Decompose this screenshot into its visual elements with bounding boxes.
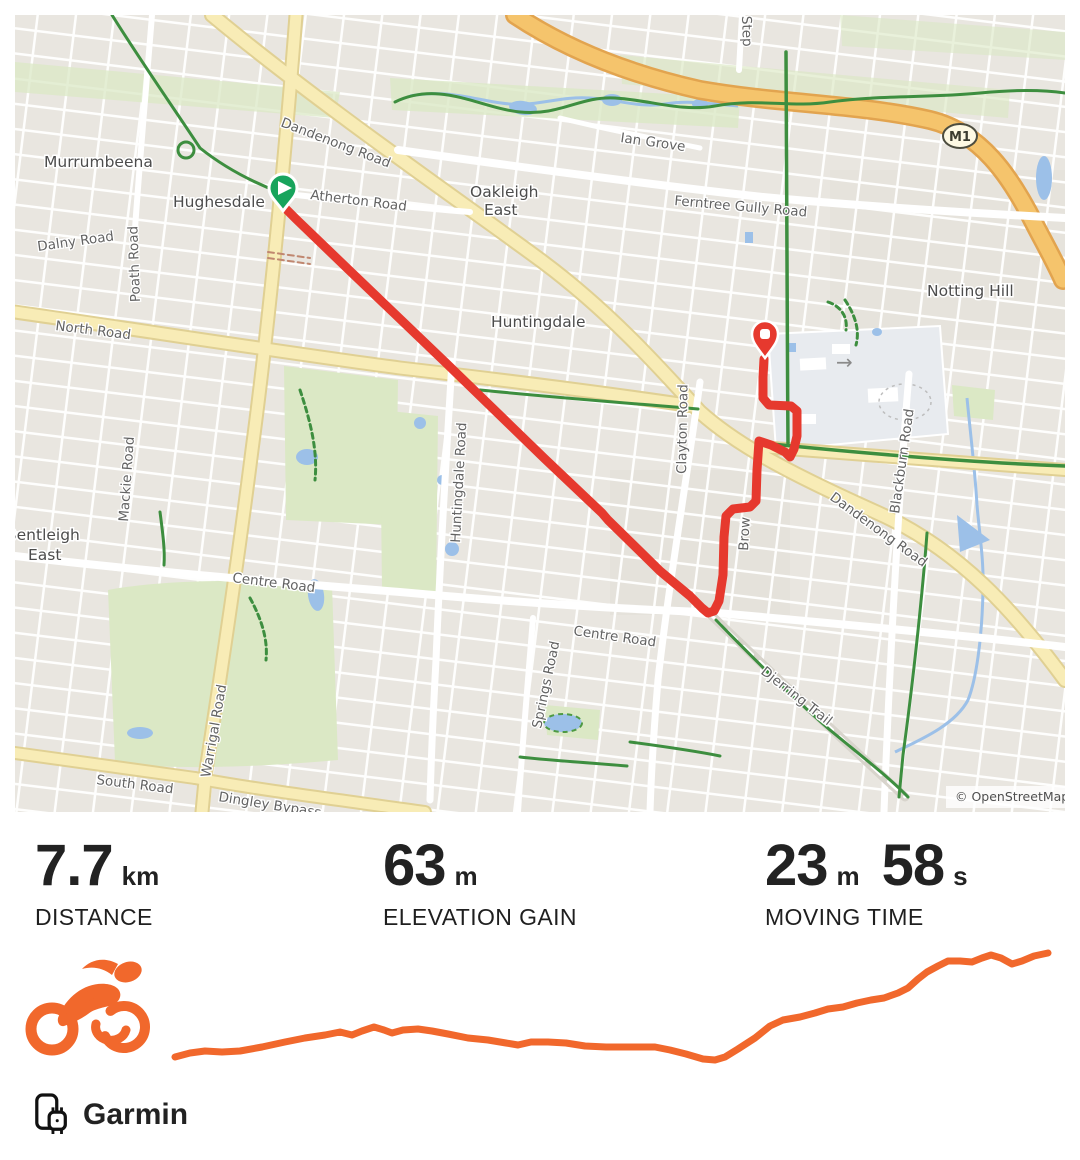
moving-time-minutes-unit: m xyxy=(836,861,860,891)
moving-time-minutes: 23 xyxy=(765,833,829,898)
stat-distance: 7.7 km DISTANCE xyxy=(35,833,160,931)
start-marker[interactable] xyxy=(267,172,299,214)
activity-strip xyxy=(25,949,1052,1064)
parks xyxy=(15,15,1065,768)
svg-text:© OpenStreetMap: © OpenStreetMap xyxy=(955,789,1065,804)
locality-label: Huntingdale xyxy=(491,313,586,331)
distance-value: 7.7 xyxy=(35,833,114,898)
elevation-value: 63 xyxy=(383,833,447,898)
mall-arrow-icon: → xyxy=(836,350,853,374)
distance-unit: km xyxy=(121,861,160,891)
locality-label: Notting Hill xyxy=(927,282,1014,300)
cyclist-icon xyxy=(25,959,150,1056)
map-canvas[interactable]: → xyxy=(5,5,1073,822)
road-label: Clayton Road xyxy=(674,384,692,474)
stat-elevation-gain: 63 m ELEVATION GAIN xyxy=(383,833,577,931)
locality-label: Bentleigh xyxy=(15,526,80,544)
stat-moving-time: 23 m 58 s MOVING TIME xyxy=(765,833,968,931)
source-label: Garmin xyxy=(83,1098,189,1131)
map-container: → xyxy=(5,5,1073,822)
elevation-label: ELEVATION GAIN xyxy=(383,903,577,930)
locality-label: Hughesdale xyxy=(173,193,265,211)
road-label: Brow xyxy=(736,517,754,552)
locality-label: East xyxy=(484,201,517,219)
moving-time-seconds-unit: s xyxy=(953,861,968,891)
locality-label: Murrumbeena xyxy=(44,153,153,171)
route-polyline xyxy=(279,202,802,618)
road-label: Step xyxy=(738,16,755,47)
elevation-unit: m xyxy=(454,861,478,891)
svg-text:M1: M1 xyxy=(949,130,971,145)
distance-label: DISTANCE xyxy=(35,903,153,930)
device-icon xyxy=(35,1093,67,1134)
moving-time-label: MOVING TIME xyxy=(765,903,924,930)
locality-label: Oakleigh xyxy=(470,183,539,201)
road-label: Poath Road xyxy=(125,226,144,303)
source-row: Garmin xyxy=(33,1092,188,1138)
roads xyxy=(7,5,1073,820)
moving-time-seconds: 58 xyxy=(881,833,946,898)
elevation-sparkline xyxy=(171,949,1052,1064)
motorway-shield: M1 xyxy=(942,123,978,149)
locality-label: East xyxy=(28,546,61,564)
map-attribution[interactable]: © OpenStreetMap xyxy=(946,786,1069,808)
end-marker[interactable] xyxy=(750,319,780,361)
